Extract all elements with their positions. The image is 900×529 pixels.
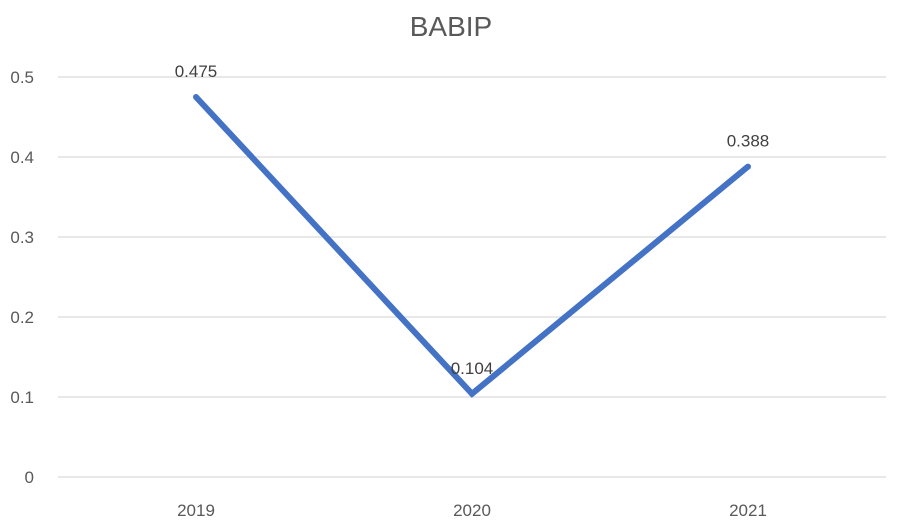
y-tick-label: 0.5	[10, 68, 34, 87]
x-tick-label: 2021	[729, 501, 767, 520]
y-tick-label: 0.1	[10, 388, 34, 407]
y-axis-tick-labels: 0 0.1 0.2 0.3 0.4 0.5	[10, 68, 34, 487]
y-tick-label: 0.2	[10, 308, 34, 327]
series-line	[193, 94, 750, 398]
data-label: 0.475	[175, 62, 218, 81]
y-tick-label: 0.3	[10, 228, 34, 247]
y-tick-label: 0.4	[10, 148, 34, 167]
data-label: 0.104	[451, 359, 494, 378]
x-axis-tick-labels: 2019 2020 2021	[177, 501, 767, 520]
data-point	[745, 163, 751, 170]
gridlines	[58, 76, 886, 478]
data-point	[193, 94, 199, 100]
data-labels: 0.475 0.104 0.388	[175, 62, 770, 378]
series-lines	[193, 94, 750, 398]
x-tick-label: 2019	[177, 501, 215, 520]
data-points	[193, 94, 751, 397]
x-tick-label: 2020	[453, 501, 491, 520]
chart-title: BABIP	[410, 11, 492, 42]
data-point	[469, 390, 475, 397]
data-label: 0.388	[727, 132, 770, 151]
y-tick-label: 0	[25, 468, 34, 487]
